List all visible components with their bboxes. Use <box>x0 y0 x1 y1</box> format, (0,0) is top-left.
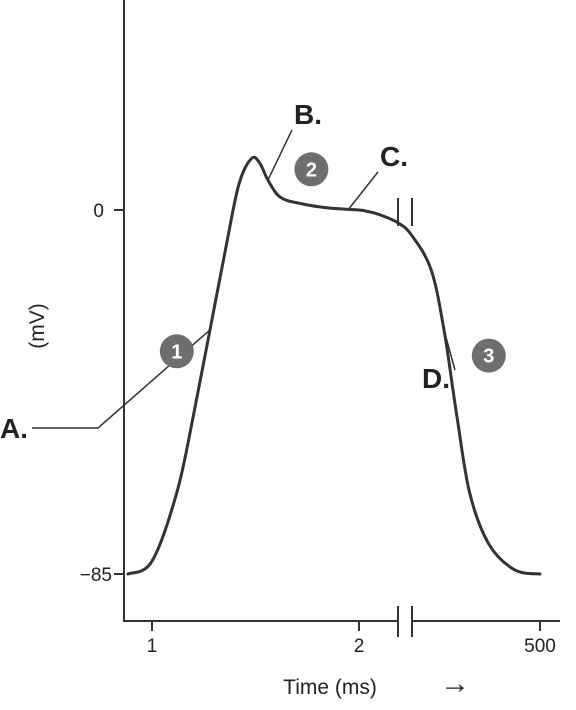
x-tick-label-2: 2 <box>354 636 365 657</box>
axes: 0 −85 1 2 500 <box>80 0 560 657</box>
annotation-leader-d <box>443 329 456 371</box>
y-axis-label: (mV) <box>26 303 49 349</box>
annotation-leader-b <box>267 129 293 181</box>
annotation-label-d: D. <box>422 363 450 394</box>
phase-marker-number: 1 <box>171 341 182 363</box>
annotation-label-b: B. <box>294 99 322 130</box>
phase-marker-number: 2 <box>306 159 317 181</box>
y-tick-label-0: 0 <box>93 201 104 222</box>
phase-marker-3: 3 <box>471 338 506 373</box>
x-axis-label: Time (ms) <box>283 676 377 699</box>
annotation-leader-c <box>348 171 379 210</box>
phase-marker-circle <box>471 338 506 373</box>
x-tick-label-1: 1 <box>147 636 158 657</box>
phase-marker-circle <box>294 152 329 187</box>
phase-marker-number: 3 <box>483 346 494 368</box>
time-arrow-icon: → <box>440 667 470 700</box>
phase-marker-circle <box>159 334 194 369</box>
x-tick-label-500: 500 <box>524 636 556 657</box>
phase-marker-1: 1 <box>159 334 194 369</box>
y-tick-label-neg85: −85 <box>80 565 112 586</box>
annotation-label-a: A. <box>0 413 28 444</box>
action-potential-curve <box>126 155 542 576</box>
annotation-label-c: C. <box>380 141 408 172</box>
phase-marker-2: 2 <box>294 152 329 187</box>
